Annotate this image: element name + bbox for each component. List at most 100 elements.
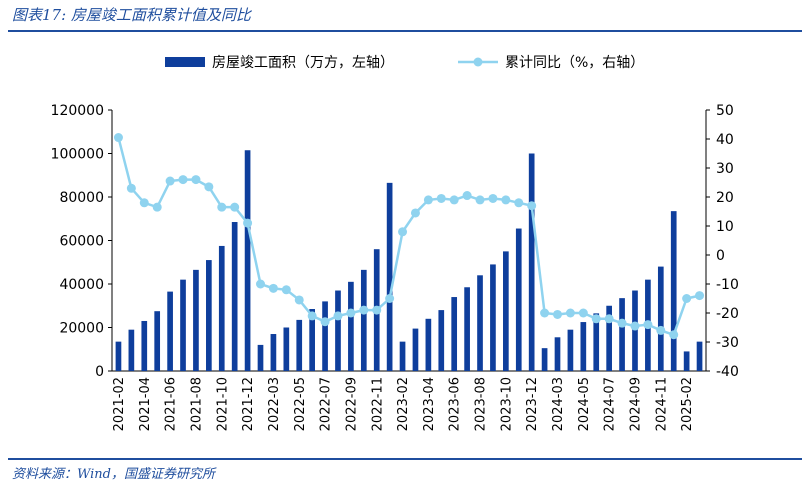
yoy-point xyxy=(191,175,201,185)
yoy-point xyxy=(256,279,265,289)
yoy-point xyxy=(165,176,175,186)
yoy-point xyxy=(630,321,640,331)
bar-completed-area xyxy=(322,301,328,371)
yoy-point xyxy=(695,291,705,301)
yoy-point xyxy=(540,308,550,318)
yoy-point xyxy=(669,330,679,340)
left-tick-label: 20000 xyxy=(59,321,104,337)
yoy-point xyxy=(565,308,575,318)
yoy-point xyxy=(113,133,123,143)
yoy-point xyxy=(553,309,562,319)
right-tick-label: -10 xyxy=(716,277,739,293)
bar-completed-area xyxy=(503,251,509,372)
yoy-point xyxy=(423,195,433,205)
x-tick-label: 2023-04 xyxy=(422,377,437,431)
bar-completed-area xyxy=(193,269,199,371)
bar-completed-area xyxy=(619,298,625,371)
bottom-rule xyxy=(8,458,802,460)
bar-completed-area xyxy=(490,264,496,371)
yoy-point xyxy=(230,202,240,212)
yoy-point xyxy=(501,195,511,205)
bar-completed-area xyxy=(206,260,212,371)
yoy-point xyxy=(268,283,278,293)
right-tick-label: 20 xyxy=(716,190,734,206)
yoy-point xyxy=(462,191,472,201)
yoy-point xyxy=(449,195,459,205)
x-tick-label: 2021-08 xyxy=(189,377,204,431)
bar-completed-area xyxy=(593,313,600,371)
right-tick-label: -40 xyxy=(716,364,739,380)
yoy-point xyxy=(617,318,627,328)
yoy-point xyxy=(475,195,485,205)
x-tick-label: 2023-10 xyxy=(499,377,514,431)
bar-completed-area xyxy=(283,327,290,371)
yoy-point xyxy=(372,305,382,315)
yoy-point xyxy=(320,317,330,327)
yoy-point xyxy=(333,311,343,321)
yoy-point xyxy=(410,208,420,218)
right-tick-label: 0 xyxy=(716,248,725,264)
figure-title: 图表17: 房屋竣工面积累计值及同比 xyxy=(12,6,251,24)
bar-completed-area xyxy=(335,290,341,371)
legend-line-marker xyxy=(473,57,483,67)
x-tick-label: 2024-11 xyxy=(654,377,669,431)
yoy-line xyxy=(117,137,700,337)
yoy-point xyxy=(217,202,227,212)
x-tick-label: 2024-03 xyxy=(551,377,566,431)
bar-completed-area xyxy=(115,341,122,371)
yoy-point xyxy=(152,202,162,212)
yoy-point xyxy=(307,311,317,321)
bar-completed-area xyxy=(606,305,612,371)
yoy-point xyxy=(436,193,446,203)
x-tick-label: 2024-09 xyxy=(629,377,644,431)
bar-completed-area xyxy=(425,318,432,371)
bar-completed-area xyxy=(451,297,458,371)
x-tick-label: 2021-06 xyxy=(164,377,179,431)
bar-completed-area xyxy=(231,222,238,371)
bar-completed-area xyxy=(515,228,522,371)
bar-completed-area xyxy=(683,351,690,371)
bar-completed-area xyxy=(528,153,535,371)
bar-completed-area xyxy=(438,310,445,371)
bar-completed-area xyxy=(257,344,264,371)
x-tick-label: 2023-02 xyxy=(396,377,411,431)
bar-completed-area xyxy=(554,337,561,371)
right-tick-label: 30 xyxy=(716,161,734,177)
yoy-point xyxy=(643,320,653,330)
yoy-point xyxy=(604,314,614,324)
yoy-point xyxy=(204,182,214,192)
bar-completed-area xyxy=(580,322,587,371)
yoy-point xyxy=(656,325,666,335)
left-tick-label: 60000 xyxy=(59,234,104,250)
x-tick-label: 2021-04 xyxy=(138,377,153,431)
x-tick-label: 2022-05 xyxy=(293,377,308,431)
bar-completed-area xyxy=(141,320,148,371)
x-tick-label: 2022-03 xyxy=(267,377,282,431)
bar-completed-area xyxy=(412,328,419,371)
legend-bar-swatch xyxy=(165,57,205,67)
x-tick-label: 2023-06 xyxy=(448,377,463,431)
yoy-point xyxy=(178,175,188,185)
bar-completed-area xyxy=(657,266,664,371)
right-tick-label: -30 xyxy=(716,335,739,351)
legend-bar-label: 房屋竣工面积（万方，左轴） xyxy=(212,55,394,71)
bar-completed-area xyxy=(477,275,483,371)
left-tick-label: 40000 xyxy=(59,277,104,293)
yoy-point xyxy=(281,285,291,295)
bar-completed-area xyxy=(270,334,277,371)
top-rule xyxy=(8,30,802,32)
left-tick-label: 100000 xyxy=(51,147,104,163)
bar-completed-area xyxy=(309,309,315,371)
bar-completed-area xyxy=(154,311,161,371)
x-tick-label: 2023-12 xyxy=(525,377,540,431)
right-tick-label: -20 xyxy=(716,306,739,322)
yoy-point xyxy=(591,314,601,324)
bar-completed-area xyxy=(567,329,574,371)
bar-completed-area xyxy=(386,182,393,371)
yoy-point xyxy=(682,294,692,303)
bar-completed-area xyxy=(180,279,186,371)
right-tick-label: 40 xyxy=(716,132,734,148)
x-tick-label: 2025-02 xyxy=(680,377,695,431)
bar-completed-area xyxy=(296,319,303,371)
x-tick-label: 2021-12 xyxy=(241,377,256,431)
